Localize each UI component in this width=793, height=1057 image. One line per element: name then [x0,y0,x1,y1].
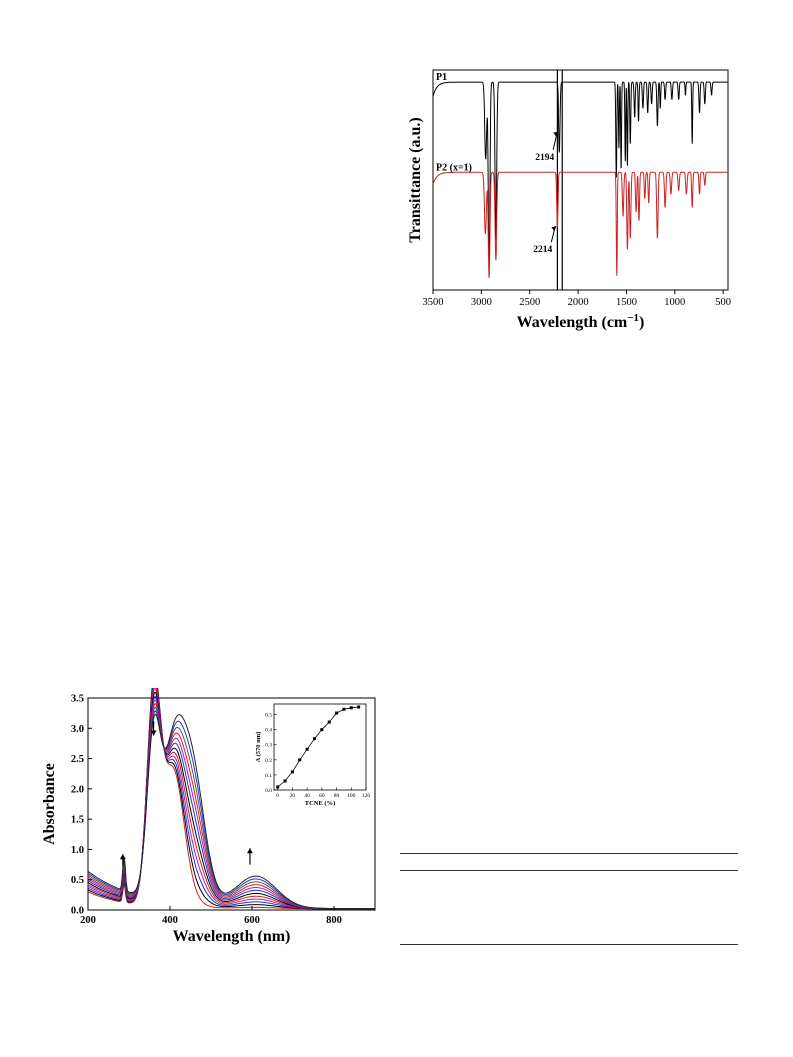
inset-y-tick-label-1: 0.1 [265,773,272,779]
annotation-label-1: 2214 [533,245,552,255]
y-tick-label-0: 0.0 [71,906,84,917]
x-tick-label-0: 200 [80,915,96,926]
x-tick-label-2: 600 [244,915,260,926]
table-top-rule [400,853,738,854]
inset-point-7 [327,720,331,724]
x-tick-label-3: 2000 [568,297,589,308]
inset-x-tick-label-0: 0 [276,793,279,799]
inset-point-1 [283,779,287,783]
inset-point-10 [349,706,353,710]
trend-arrowhead-0 [150,730,157,736]
x-tick-label-2: 2500 [519,297,540,308]
inset-x-tick-label-2: 40 [304,793,310,799]
table-bottom-rule [400,944,738,945]
plot-frame [87,697,376,911]
inset-point-6 [320,728,324,732]
x-tick-label-3: 800 [326,915,342,926]
spectrum-curve-11 [87,713,375,910]
x-axis-label: Wavelength (nm) [173,928,291,945]
inset-x-tick-label-5: 100 [347,793,356,799]
y-tick-label-5: 2.5 [71,754,84,765]
uv-vis-chart: 200 400 600 8000.00.51.01.52.02.53.03.5Wave… [41,671,376,945]
y-tick-label-4: 2.0 [71,784,84,795]
inset-point-2 [290,770,294,774]
x-tick-label-4: 1500 [616,297,637,308]
inset-point-3 [298,758,302,762]
x-tick-label-1: 3000 [471,297,492,308]
inset-y-tick-label-2: 0.2 [265,758,272,764]
inset-x-axis-label: TCNE (%) [305,800,336,807]
y-tick-label-2: 1.0 [71,845,84,856]
inset-point-4 [305,747,309,751]
table-header-rule [400,870,738,871]
inset-point-9 [342,707,346,711]
ir-spectrum-figure: P1 P2 (x=1) 2194 2214 3500 3000 2500 2000 1500 10… [400,60,740,340]
x-tick-label-0: 3500 [423,297,444,308]
series-line-1 [432,171,728,278]
series-label-0: P1 [436,72,447,83]
y-axis-label: Transittance (a.u.) [407,117,424,242]
inset-point-8 [335,711,339,715]
inset-x-tick-label-4: 80 [334,793,340,799]
series-label-1: P2 (x=1) [436,162,472,173]
x-axis-label: Wavelength (cm−1) [517,312,645,331]
x-tick-label-5: 1000 [664,297,685,308]
y-tick-label-6: 3.0 [71,724,84,735]
inset-x-tick-label-3: 60 [319,793,325,799]
inset-point-11 [357,705,361,709]
annotation-arrowhead-0 [553,131,559,137]
y-axis-label: Absorbance [41,763,58,845]
trend-arrowhead-1 [119,854,126,860]
y-tick-label-1: 0.5 [71,875,84,886]
table-rules [400,850,738,945]
inset-x-tick-label-1: 20 [290,793,296,799]
inset-point-0 [276,785,280,789]
trend-arrowhead-2 [246,848,253,854]
inset-y-tick-label-4: 0.4 [265,728,272,734]
y-tick-label-3: 1.5 [71,815,84,826]
plot-frame [432,69,729,291]
inset-point-5 [312,737,316,741]
series-line-0 [432,81,728,263]
x-tick-label-1: 400 [162,915,178,926]
ir-spectrum-chart: P1 P2 (x=1) 2194 2214 3500 3000 2500 2000 1500 10… [407,69,731,331]
inset-y-tick-label-5: 0.5 [265,713,272,719]
inset-y-axis-label: A (570 nm) [255,732,262,763]
uv-vis-titration-figure: 200 400 600 800 0.0 0.5 1.0 1.5 2.0 2.5 3.0 3.5 Wave… [40,671,385,950]
annotation-arrowhead-1 [551,226,557,232]
y-tick-label-7: 3.5 [71,694,84,705]
annotation-label-0: 2194 [535,153,554,163]
inset-x-tick-label-6: 120 [362,793,371,799]
inset-y-tick-label-0: 0.0 [265,788,272,794]
inset-y-tick-label-3: 0.3 [265,743,272,749]
x-tick-label-6: 500 [715,297,731,308]
